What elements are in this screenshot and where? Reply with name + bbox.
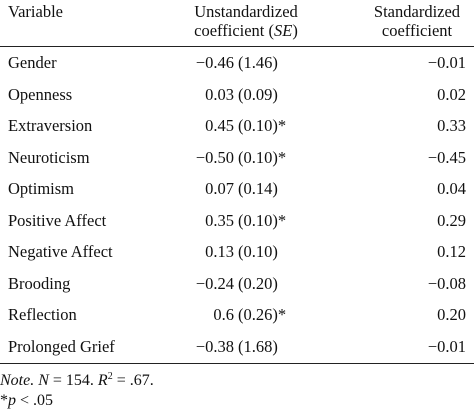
table-body: Gender −0.46 (1.46) −0.01 Openness 0.03 (0… xyxy=(0,48,474,363)
note-n-value: = 154. xyxy=(48,372,98,389)
note-label: Note. xyxy=(0,372,35,389)
table-row: Extraversion 0.45 (0.10)* 0.33 xyxy=(0,111,474,143)
row-unstandardized: −0.38 (1.68) xyxy=(160,337,340,357)
table-notes: Note. N = 154. R2 = .67. *p < .05 xyxy=(0,367,154,411)
row-se: (0.20) xyxy=(238,273,278,293)
row-unstandardized: 0.6 (0.26)* xyxy=(160,305,340,325)
sig-value: < .05 xyxy=(16,392,54,409)
row-beta: 0.20 xyxy=(437,305,466,324)
header-variable: Variable xyxy=(8,2,63,21)
table-row: Neuroticism −0.50 (0.10)* −0.45 xyxy=(0,143,474,175)
header-standardized: Standardized coefficient xyxy=(360,2,474,40)
top-rule xyxy=(0,46,474,47)
table-row: Brooding −0.24 (0.20) −0.08 xyxy=(0,269,474,301)
row-se: (0.09) xyxy=(238,84,278,104)
row-unstandardized: 0.13 (0.10) xyxy=(160,242,340,262)
row-se: (0.10) xyxy=(238,242,278,261)
row-variable: Optimism xyxy=(8,179,75,198)
row-se: (1.46) xyxy=(238,53,278,72)
row-b: 0.03 xyxy=(205,84,234,104)
row-variable: Reflection xyxy=(8,305,77,324)
header-unstandardized-line1: Unstandardized xyxy=(194,2,298,21)
note-r-sup: 2 xyxy=(107,371,113,382)
row-b: 0.6 xyxy=(213,305,234,324)
row-beta: 0.29 xyxy=(437,210,466,230)
row-variable: Brooding xyxy=(8,273,71,293)
row-unstandardized: 0.45 (0.10)* xyxy=(160,116,340,136)
table-row: Positive Affect 0.35 (0.10)* 0.29 xyxy=(0,206,474,238)
sig-p: p xyxy=(8,392,16,409)
row-b: 0.13 xyxy=(205,242,234,261)
row-beta: 0.04 xyxy=(437,179,466,198)
table-row: Openness 0.03 (0.09) 0.02 xyxy=(0,80,474,112)
row-b: 0.35 xyxy=(205,210,234,230)
header-coef-suffix: ) xyxy=(292,21,298,40)
table-row: Negative Affect 0.13 (0.10) 0.12 xyxy=(0,237,474,269)
row-unstandardized: −0.50 (0.10)* xyxy=(160,148,340,168)
header-standardized-line2: coefficient xyxy=(381,21,453,40)
row-unstandardized: 0.03 (0.09) xyxy=(160,85,340,105)
row-b: −0.24 xyxy=(195,273,234,293)
row-b: 0.45 xyxy=(205,116,234,135)
row-se: (0.10)* xyxy=(238,210,287,230)
row-se: (0.10)* xyxy=(238,116,287,135)
table-row: Reflection 0.6 (0.26)* 0.20 xyxy=(0,300,474,332)
header-coef-prefix: coefficient ( xyxy=(194,21,274,40)
note-line: Note. N = 154. R2 = .67. xyxy=(0,367,154,391)
row-variable: Positive Affect xyxy=(8,210,107,230)
row-b: −0.38 xyxy=(195,336,234,356)
bottom-rule xyxy=(0,363,474,364)
table-row: Prolonged Grief −0.38 (1.68) −0.01 xyxy=(0,332,474,364)
sig-star: * xyxy=(0,392,8,409)
row-beta: 0.02 xyxy=(437,84,466,104)
significance-line: *p < .05 xyxy=(0,391,154,411)
row-beta: −0.01 xyxy=(427,53,466,72)
row-variable: Extraversion xyxy=(8,116,93,135)
row-se: (1.68) xyxy=(238,336,278,356)
row-se: (0.26)* xyxy=(238,305,287,324)
row-se: (0.14) xyxy=(238,179,278,198)
row-beta: 0.12 xyxy=(437,242,466,261)
row-beta: −0.08 xyxy=(427,273,466,293)
header-unstandardized: Unstandardized coefficient (SE) xyxy=(163,2,329,40)
row-variable: Gender xyxy=(8,53,57,72)
row-unstandardized: 0.35 (0.10)* xyxy=(160,211,340,231)
row-b: 0.07 xyxy=(205,179,234,198)
row-b: −0.50 xyxy=(195,147,234,167)
row-se: (0.10)* xyxy=(238,147,287,167)
header-standardized-line1: Standardized xyxy=(373,2,461,21)
row-variable: Prolonged Grief xyxy=(8,336,115,356)
row-unstandardized: −0.24 (0.20) xyxy=(160,274,340,294)
header-se: SE xyxy=(274,21,293,40)
row-variable: Neuroticism xyxy=(8,147,90,167)
note-r-value: = .67. xyxy=(112,372,154,389)
note-n-label: N xyxy=(38,372,49,389)
row-beta: −0.45 xyxy=(427,147,466,167)
row-unstandardized: −0.46 (1.46) xyxy=(160,53,340,73)
row-unstandardized: 0.07 (0.14) xyxy=(160,179,340,199)
row-variable: Negative Affect xyxy=(8,242,113,261)
table-header: Variable Unstandardized coefficient (SE)… xyxy=(0,0,474,44)
row-variable: Openness xyxy=(8,84,73,104)
table-row: Gender −0.46 (1.46) −0.01 xyxy=(0,48,474,80)
table-row: Optimism 0.07 (0.14) 0.04 xyxy=(0,174,474,206)
row-beta: −0.01 xyxy=(427,336,466,356)
row-b: −0.46 xyxy=(195,53,234,72)
row-beta: 0.33 xyxy=(437,116,466,135)
note-r-label: R xyxy=(97,372,108,389)
header-unstandardized-line2: coefficient (SE) xyxy=(163,21,329,40)
